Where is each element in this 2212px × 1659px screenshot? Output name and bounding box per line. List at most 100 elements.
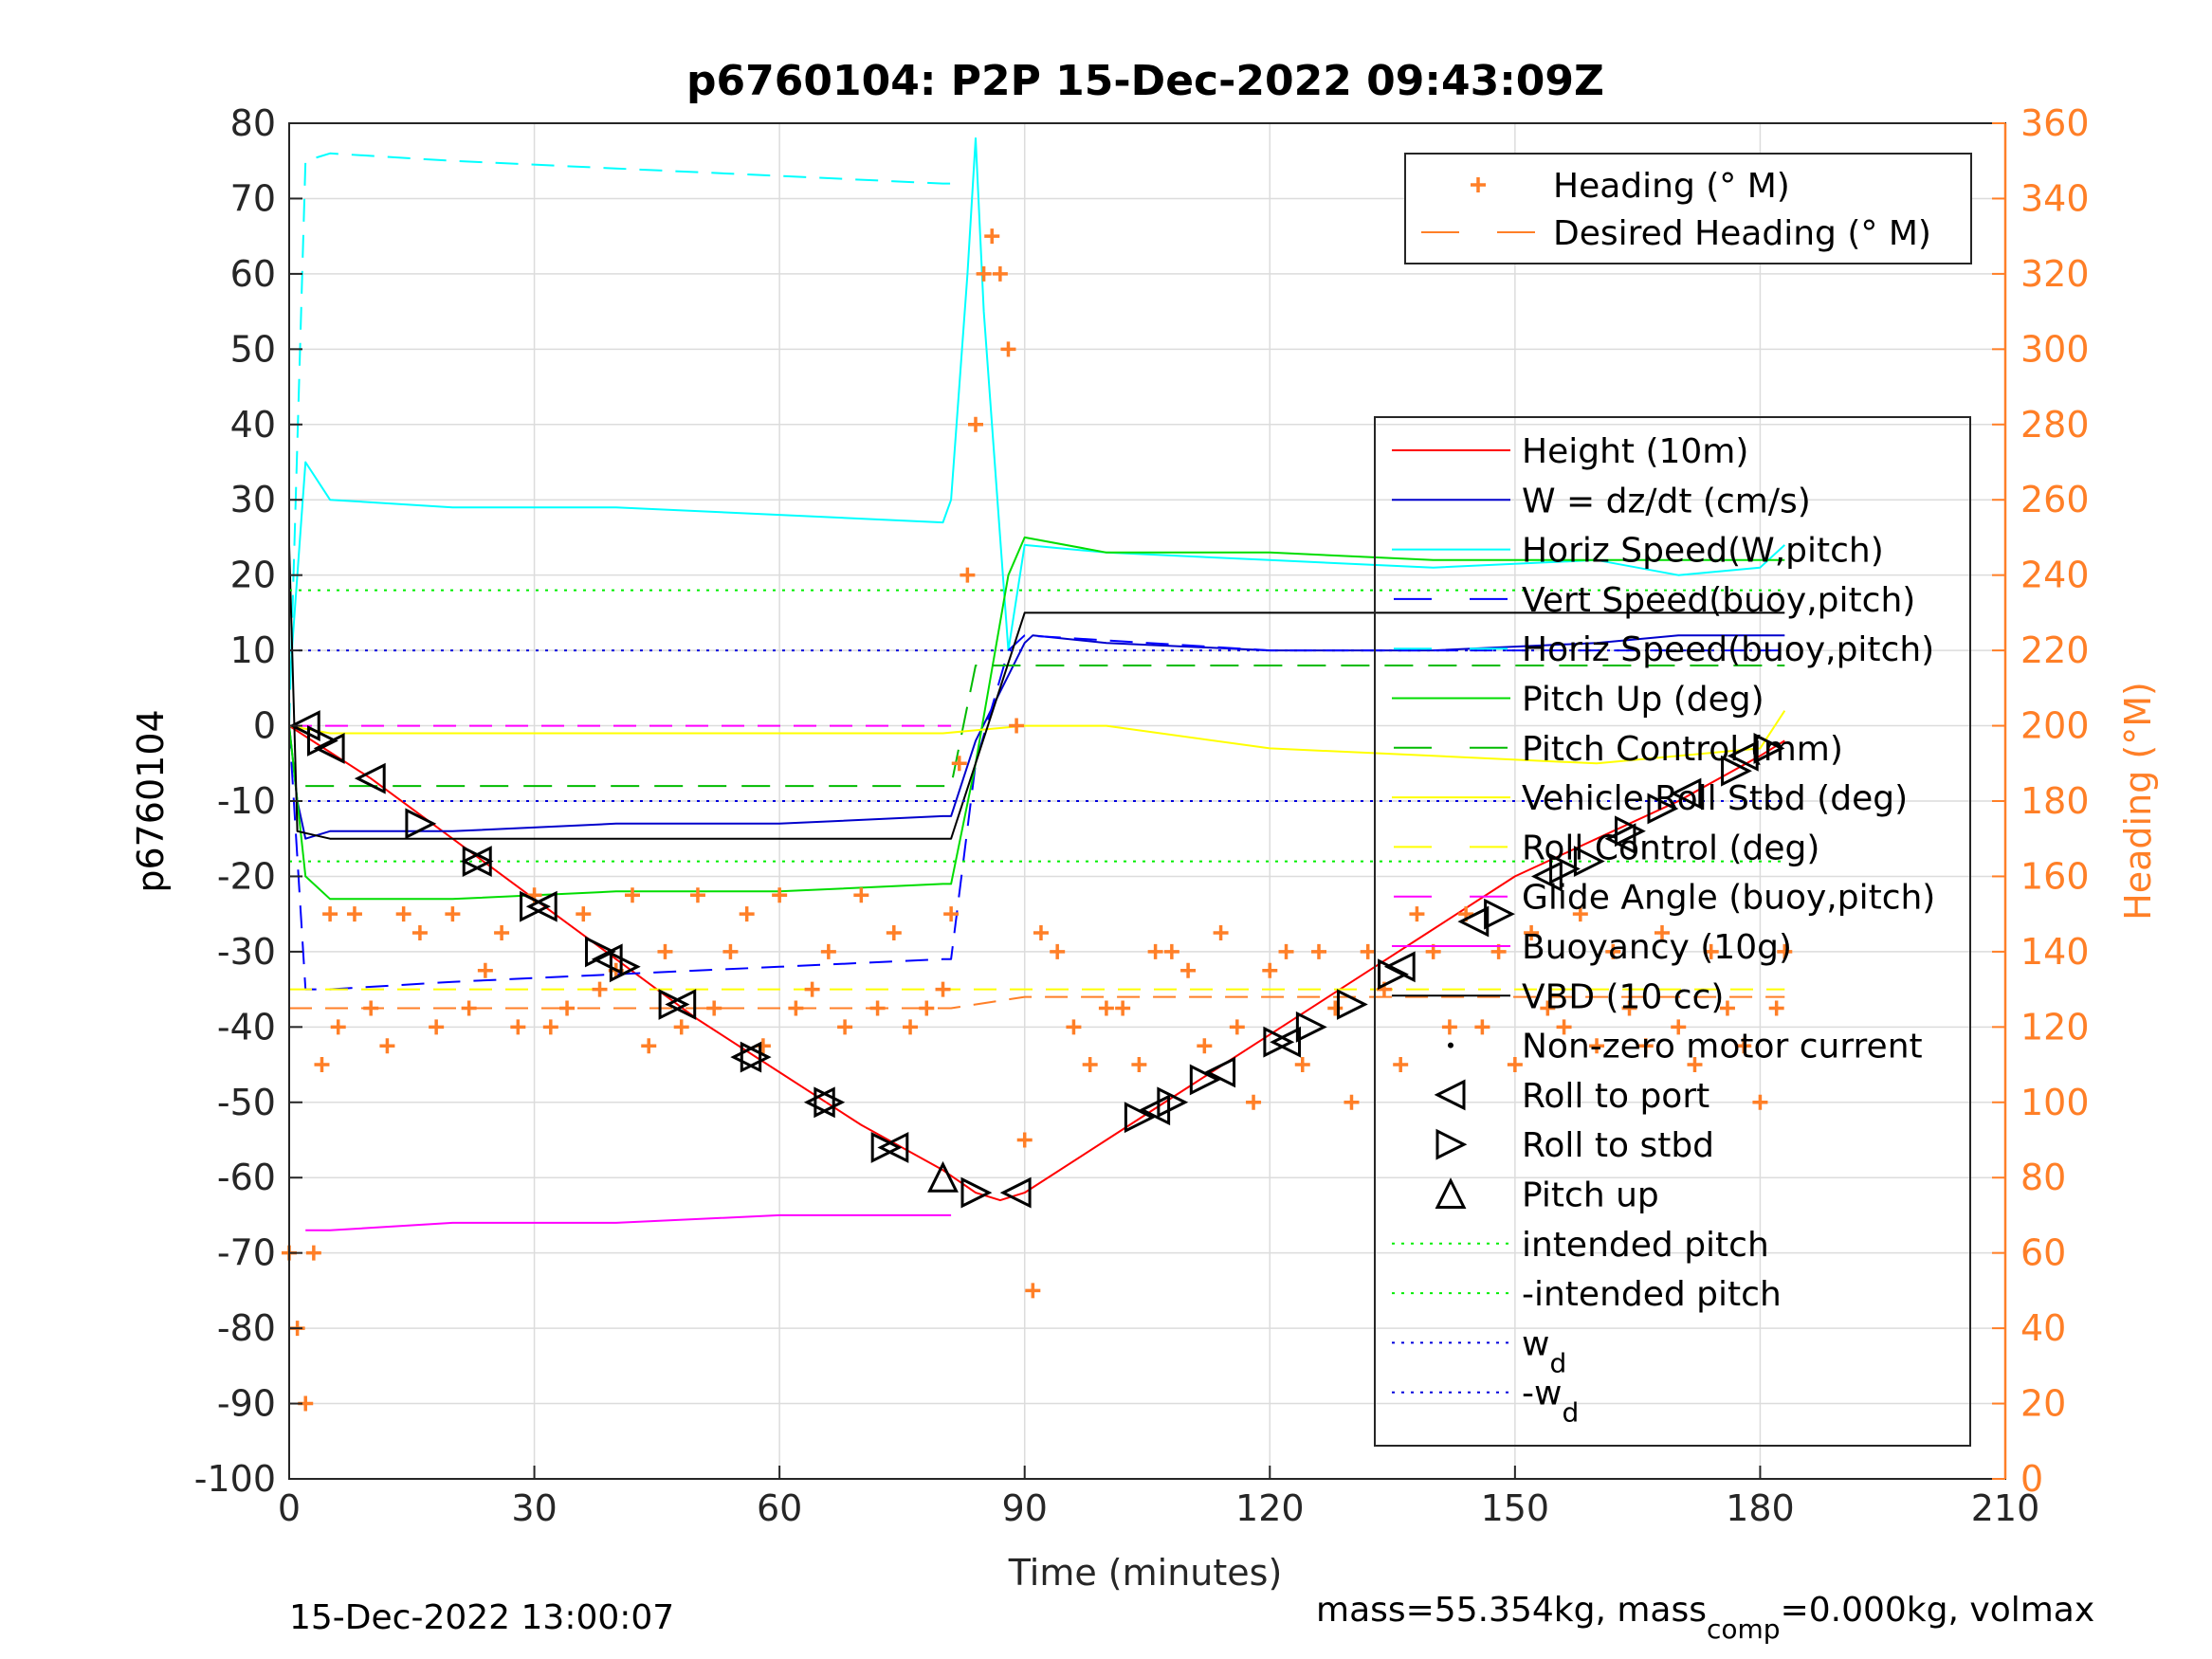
grid — [288, 122, 2006, 1480]
legend-heading: Heading (° M) Desired Heading (° M) — [1404, 153, 1972, 264]
x-tick-label: 150 — [1481, 1487, 1550, 1529]
heading-point — [772, 887, 788, 903]
heading-point — [820, 943, 836, 959]
legend-heading-box — [1404, 153, 1972, 264]
x-tick-label: 30 — [511, 1487, 557, 1529]
y-right-tick-label: 100 — [2020, 1082, 2090, 1123]
heading-point — [903, 1019, 919, 1035]
heading-point — [1050, 943, 1066, 959]
roll-to-stbd-marker — [1549, 853, 1581, 884]
heading-point — [494, 925, 510, 941]
roll-to-stbd-marker — [1378, 958, 1409, 991]
pitch-up-marker — [927, 1160, 959, 1193]
y-tick-label: -20 — [217, 855, 276, 897]
roll-to-port-marker — [1270, 1026, 1302, 1058]
legend-label: Horiz Speed(W,pitch) — [1522, 532, 1884, 571]
legend-label: Horiz Speed(buoy,pitch) — [1522, 630, 1934, 669]
heading-point — [1082, 1057, 1098, 1073]
y-right-tick-label: 360 — [2020, 102, 2090, 144]
heading-point — [1066, 1019, 1082, 1035]
y-right-tick-label: 280 — [2020, 404, 2090, 446]
heading-point — [1016, 1132, 1033, 1148]
series-horiz-speed-w-pitch — [288, 137, 1785, 688]
roll-to-stbd-marker — [1721, 755, 1752, 787]
heading-point — [706, 1000, 722, 1016]
legend-sample — [1434, 1079, 1466, 1111]
heading-point — [869, 1000, 886, 1016]
legend-label: Roll to stbd — [1522, 1126, 1714, 1165]
roll-to-stbd-marker — [1157, 1086, 1189, 1119]
heading-point — [1687, 1057, 1703, 1073]
legend-label: Heading (° M) — [1553, 167, 1790, 206]
y-right-tick-label: 300 — [2020, 328, 2090, 370]
x-tick-label: 180 — [1726, 1487, 1795, 1529]
y-tick-label: -90 — [217, 1383, 276, 1425]
heading-point — [576, 906, 592, 922]
heading-layer — [282, 228, 1793, 1412]
roll-to-stbd-marker — [1753, 732, 1785, 764]
heading-point — [1556, 1019, 1572, 1035]
heading-point — [804, 981, 820, 997]
heading-point — [1540, 1000, 1556, 1016]
heading-point — [1474, 1019, 1490, 1035]
heading-point — [1752, 1094, 1768, 1110]
heading-point — [395, 906, 411, 922]
legend-label: VBD (10 cc) — [1522, 977, 1724, 1016]
roll-to-stbd-marker — [520, 890, 551, 922]
series-buoyancy-10g — [305, 1213, 952, 1231]
heading-point — [1736, 1038, 1752, 1054]
y-right-tick-label: 200 — [2020, 705, 2090, 747]
heading-point — [951, 756, 967, 772]
y-tick-label: 30 — [230, 479, 276, 520]
footer-date: 15-Dec-2022 13:00:07 — [289, 1598, 674, 1637]
heading-point — [1262, 962, 1278, 978]
y-tick-label: 70 — [230, 177, 276, 219]
roll-to-port-marker — [1204, 1056, 1236, 1088]
y-tick-label: -30 — [217, 931, 276, 973]
heading-point — [1441, 1019, 1457, 1035]
heading-point — [837, 1019, 853, 1035]
x-tick-label: 0 — [278, 1487, 301, 1529]
series-vbd-10-cc — [288, 544, 1785, 840]
roll-to-port-marker — [730, 1041, 762, 1073]
legend-label: Glide Angle (buoy,pitch) — [1522, 879, 1935, 918]
y-right-tick-label: 220 — [2020, 629, 2090, 671]
heading-point — [1311, 943, 1326, 959]
heading-point — [1393, 1057, 1409, 1073]
heading-point — [542, 1019, 558, 1035]
heading-point — [1409, 906, 1425, 922]
heading-point — [1009, 718, 1025, 734]
heading-point — [788, 1000, 804, 1016]
legend-label: intended pitch — [1522, 1226, 1769, 1265]
heading-point — [1344, 1094, 1360, 1110]
heading-point — [984, 228, 1000, 245]
roll-to-port-marker — [999, 1176, 1032, 1209]
heading-point — [968, 416, 983, 432]
roll-to-stbd-marker — [1615, 815, 1646, 848]
roll-to-port-marker — [1383, 951, 1416, 983]
heading-point — [1768, 1000, 1784, 1016]
y-right-tick-label: 40 — [2020, 1307, 2066, 1349]
legend-label: wd — [1522, 1324, 1566, 1378]
roll-to-port-marker — [1727, 739, 1759, 772]
heading-point — [657, 943, 673, 959]
x-axis-label: Time (minutes) — [1008, 1552, 1283, 1594]
heading-point — [1589, 1038, 1605, 1054]
legend-label: Desired Heading (° M) — [1553, 214, 1931, 253]
y-tick-label: 40 — [230, 404, 276, 446]
heading-point — [886, 925, 902, 941]
series-horiz-speed-buoy-pitch — [288, 152, 952, 726]
legend-label: Height (10m) — [1522, 432, 1748, 471]
roll-to-stbd-marker — [870, 1132, 903, 1163]
legend-main: Height (10m) W = dz/dt (cm/s) Horiz Speed(… — [1374, 416, 1971, 1447]
heading-point — [1507, 1057, 1523, 1073]
y-right-tick-label: 120 — [2020, 1006, 2090, 1048]
roll-to-stbd-marker — [658, 989, 690, 1020]
legend-label: Pitch Control (mm) — [1522, 730, 1843, 769]
roll-to-port-marker — [1604, 823, 1636, 855]
roll-to-port-marker — [460, 846, 492, 877]
legend-label: W = dz/dt (cm/s) — [1522, 482, 1811, 520]
heading-point — [1000, 341, 1016, 357]
heading-point — [1115, 1000, 1131, 1016]
